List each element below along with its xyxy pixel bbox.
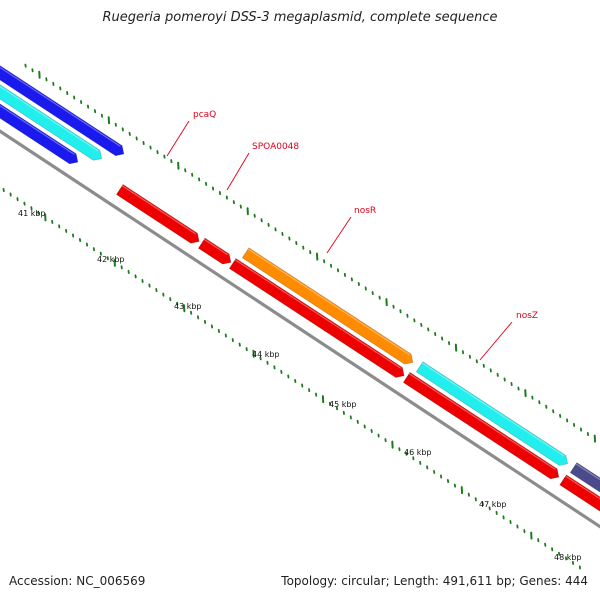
nosr-gene-arrow bbox=[241, 247, 414, 365]
gene-label: SPOA0048 bbox=[252, 142, 299, 152]
nosz-gene-arrow bbox=[415, 361, 568, 466]
gene-label: nosR bbox=[354, 206, 376, 216]
gene-label-leader bbox=[226, 152, 250, 191]
feature-gene-arrow bbox=[569, 462, 600, 493]
feature-highlight bbox=[203, 238, 228, 256]
nosz-gene-arrow bbox=[402, 371, 560, 480]
feature-gene-arrow bbox=[559, 474, 600, 512]
scale-label: 42 kbp bbox=[97, 255, 125, 264]
gene-label-leader bbox=[166, 120, 190, 157]
scale-label: 43 kbp bbox=[174, 302, 202, 311]
scale-label: 41 kbp bbox=[18, 209, 46, 218]
scale-label: 44 kbp bbox=[252, 350, 280, 359]
feature-gene-arrow bbox=[0, 65, 125, 157]
feature-highlight bbox=[121, 185, 197, 235]
feature-highlight bbox=[408, 373, 556, 471]
map-title: Ruegeria pomeroyi DSS-3 megaplasmid, com… bbox=[102, 10, 498, 25]
gene-label: pcaQ bbox=[193, 110, 216, 120]
spoa0048-gene-arrow bbox=[197, 237, 232, 265]
feature-highlight bbox=[0, 85, 99, 152]
feature-highlight bbox=[0, 104, 75, 156]
feature-highlight bbox=[421, 362, 565, 457]
gene-label-leader bbox=[479, 321, 513, 361]
tick-marks bbox=[2, 63, 597, 570]
accession-text: Accession: NC_006569 bbox=[9, 574, 146, 588]
scale-label: 46 kbp bbox=[404, 448, 432, 457]
backbone bbox=[0, 129, 600, 529]
feature-highlight bbox=[234, 259, 402, 369]
topology-text: Topology: circular; Length: 491,611 bp; … bbox=[281, 574, 588, 588]
feature-gene-arrow bbox=[0, 84, 103, 161]
pcaq-gene-arrow bbox=[116, 184, 200, 244]
scale-label: 48 kbp bbox=[554, 553, 582, 562]
feature-highlight bbox=[575, 463, 600, 481]
feature-highlight bbox=[0, 66, 121, 147]
scale-label: 47 kbp bbox=[479, 500, 507, 509]
gene-label: nosZ bbox=[516, 311, 538, 321]
backbone-line bbox=[0, 129, 600, 529]
nosr-gene-arrow bbox=[228, 258, 405, 378]
gene-labels: pcaQ SPOA0048 nosR nosZ bbox=[166, 110, 538, 361]
gene-label-leader bbox=[326, 216, 352, 254]
feature-highlight bbox=[247, 248, 410, 356]
feature-highlight bbox=[565, 475, 600, 500]
scale-label: 45 kbp bbox=[329, 400, 357, 409]
scale-labels: 41 kbp 42 kbp 43 kbp 44 kbp 45 kbp 46 kbp 47 k… bbox=[18, 209, 582, 562]
gene-features bbox=[0, 65, 600, 512]
feature-gene-arrow bbox=[0, 103, 79, 165]
